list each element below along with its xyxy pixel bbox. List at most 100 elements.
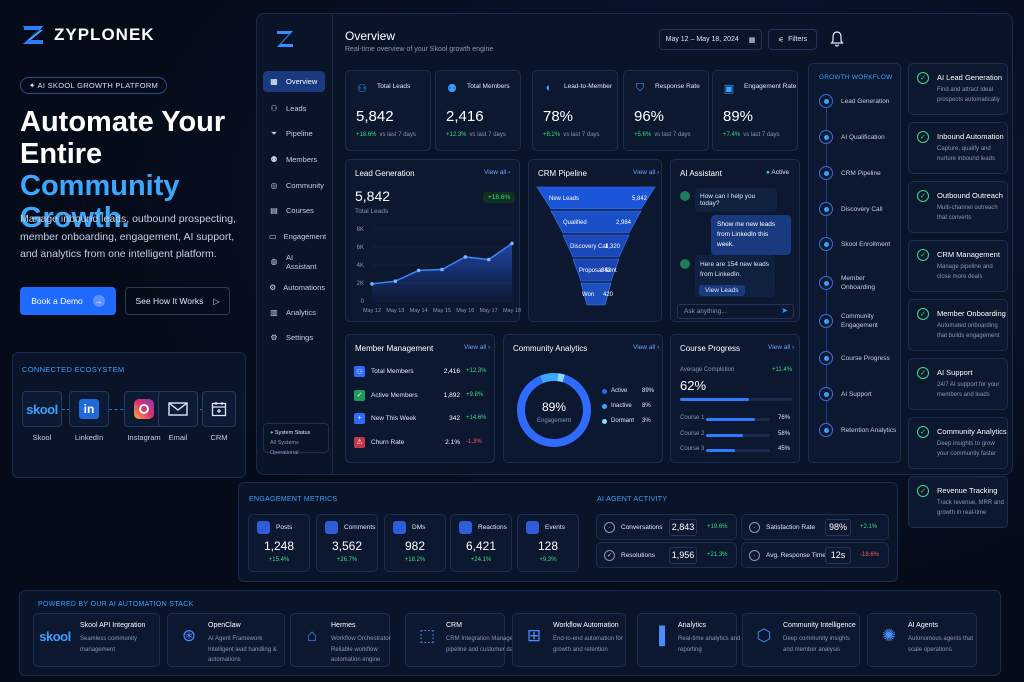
see-how-label: See How It Works — [135, 296, 204, 306]
member-row[interactable]: ⚠ Churn Rate 2.1% -1.3% — [354, 435, 488, 451]
stack-item[interactable]: ⊞ Workflow Automation End-to-end automatio… — [512, 613, 626, 667]
donut-slice[interactable] — [557, 373, 565, 383]
sidebar-item-label: Courses — [286, 206, 314, 215]
feature-card[interactable]: ✓ Revenue Tracking Track revenue, MRR and … — [908, 476, 1008, 528]
ecosystem-crm[interactable]: CRM — [202, 391, 242, 442]
funnel-stage-value: 1,320 — [605, 244, 621, 250]
member-management-card: Member Management View all › ⚇ Total Memb… — [345, 334, 495, 463]
course-view-all[interactable]: View all › — [768, 344, 795, 351]
sidebar-item-members[interactable]: ⚉ Members — [263, 149, 325, 170]
funnel-stage[interactable] — [580, 282, 612, 306]
ai-agents-icon: ✺ — [881, 626, 897, 645]
assistant-input[interactable]: Ask anything... ➤ — [677, 304, 794, 319]
stack-desc: Deep community insights and member analy… — [783, 636, 851, 653]
feature-card[interactable]: ✓ Inbound Automation Capture, qualify and … — [908, 122, 1008, 174]
workflow-step[interactable]: AI Support — [819, 387, 899, 401]
funnel-stage[interactable] — [572, 258, 620, 282]
pipeline-view-all[interactable]: View all › — [633, 169, 660, 176]
sidebar-item-settings[interactable]: ⚙ Settings — [263, 327, 325, 348]
lead-gen-view-all[interactable]: View all › — [484, 169, 511, 176]
member-row[interactable]: ✓ Active Members 1,892 +9.8% — [354, 388, 488, 404]
course-row[interactable]: Course 2 58% — [680, 431, 792, 441]
workflow-step-icon — [819, 94, 833, 108]
kpi-delta: +18.6% — [356, 132, 377, 138]
send-icon[interactable]: ➤ — [781, 306, 788, 315]
legend-swatch — [602, 404, 607, 409]
engagement-delta: +24.1% — [470, 557, 492, 563]
workflow-step[interactable]: Retention Analytics — [819, 423, 899, 437]
feature-card[interactable]: ✓ AI Support 24/7 AI support for your memb… — [908, 358, 1008, 410]
sidebar-logo-icon[interactable] — [274, 28, 296, 50]
kpi-value: 78% — [543, 108, 574, 125]
workflow-step-icon — [819, 351, 833, 365]
feature-card[interactable]: ✓ Outbound Outreach Multi-channel outreach… — [908, 181, 1008, 233]
bell-icon[interactable] — [830, 31, 844, 47]
funnel-stage[interactable] — [562, 234, 630, 258]
feature-card[interactable]: ✓ Member Onboarding Automated onboarding t… — [908, 299, 1008, 351]
ecosystem-skool[interactable]: skool Skool — [22, 391, 62, 442]
x-tick-label: May 17 — [480, 308, 498, 314]
y-tick-label: 0 — [361, 299, 365, 305]
stack-title-text: OpenClaw — [208, 622, 241, 629]
workflow-step[interactable]: Community Engagement — [819, 312, 899, 330]
community-view-all[interactable]: View all › — [633, 344, 660, 351]
stack-item[interactable]: ⊛ OpenClaw AI Agent Framework Intelligent … — [167, 613, 285, 667]
sidebar-item-engagement[interactable]: ▭ Engagement — [263, 226, 326, 247]
book-demo-button[interactable]: Book a Demo → — [20, 287, 116, 315]
stack-item[interactable]: ⬡ Community Intelligence Deep community in… — [742, 613, 860, 667]
feature-title: CRM Management — [937, 250, 1000, 259]
user-message: Show me new leads from LinkedIn this wee… — [711, 215, 791, 255]
ecosystem-linkedin[interactable]: in LinkedIn — [69, 391, 109, 442]
posts-icon — [257, 521, 270, 534]
view-leads-button[interactable]: View Leads — [699, 285, 745, 296]
workflow-step[interactable]: Skool Enrollment — [819, 237, 899, 251]
workflow-step[interactable]: AI Qualification — [819, 130, 899, 144]
stack-item[interactable]: ⬚ CRM CRM Integration Manage pipeline and … — [405, 613, 518, 667]
workflow-step[interactable]: Discovery Call — [819, 202, 899, 216]
pipeline-funnel: New Leads 5,842 Qualified 2,984 Discovery Ca… — [536, 186, 656, 306]
member-mgmt-view-all[interactable]: View all › — [464, 344, 491, 351]
feature-card[interactable]: ✓ AI Lead Generation Find and attract idea… — [908, 63, 1008, 115]
feature-card[interactable]: ✓ Community Analytics Deep insights to gro… — [908, 417, 1008, 469]
see-how-button[interactable]: See How It Works ▷ — [125, 287, 230, 315]
workflow-step[interactable]: Lead Generation — [819, 94, 899, 108]
feature-card[interactable]: ✓ CRM Management Manage pipeline and close… — [908, 240, 1008, 292]
engagement-value: 6,421 — [465, 539, 497, 553]
sidebar-item-ai-assistant[interactable]: ◍ AI Assistant — [263, 251, 325, 272]
course-progress-bar — [706, 418, 755, 421]
donut-slice[interactable] — [539, 373, 559, 384]
filters-button[interactable]: ⚟ Filters — [768, 29, 817, 50]
workflow-step[interactable]: Member Onboarding — [819, 274, 899, 292]
sidebar-item-automations[interactable]: ⚙ Automations — [263, 277, 325, 298]
sidebar-item-community[interactable]: ◎ Community — [263, 175, 325, 196]
pipeline-title: CRM Pipeline — [538, 169, 587, 178]
funnel-stage[interactable] — [550, 210, 642, 234]
member-row[interactable]: + New This Week 342 +14.6% — [354, 411, 488, 427]
member-row[interactable]: ⚇ Total Members 2,416 +12.3% — [354, 364, 488, 380]
assistant-title: AI Assistant — [680, 169, 722, 178]
check-circle-icon: ✓ — [917, 190, 929, 202]
workflow-step[interactable]: Course Progress — [819, 351, 899, 365]
stack-item[interactable]: ✺ AI Agents Autonomous agents that scale o… — [867, 613, 977, 667]
sidebar-item-leads[interactable]: ⚇ Leads — [263, 98, 325, 119]
workflow-step[interactable]: CRM Pipeline — [819, 166, 899, 180]
stack-item[interactable]: ⌂ Hermes Workflow Orchestrator Reliable wo… — [290, 613, 391, 667]
funnel-stage[interactable] — [536, 186, 656, 210]
stack-item[interactable]: skool Skool API Integration Seamless commu… — [33, 613, 160, 667]
course-row[interactable]: Course 3 45% — [680, 446, 792, 456]
funnel-stage-value: 5,842 — [632, 196, 648, 202]
date-range-picker[interactable]: May 12 – May 18, 2024 ▦ — [659, 29, 762, 50]
ecosystem-instagram[interactable]: Instagram — [124, 391, 164, 442]
ecosystem-email[interactable]: Email — [158, 391, 198, 442]
sidebar-item-overview[interactable]: ▦ Overview — [263, 71, 325, 92]
course-row[interactable]: Course 1 76% — [680, 415, 792, 425]
sidebar-item-pipeline[interactable]: ⏷ Pipeline — [263, 123, 325, 144]
analytics-icon: ▐ — [652, 626, 666, 645]
brand-logo[interactable]: ZYPLONEK — [20, 22, 155, 48]
stack-item[interactable]: ▐ Analytics Real-time analytics and report… — [637, 613, 740, 667]
sidebar-item-courses[interactable]: ▤ Courses — [263, 200, 325, 221]
sidebar-item-analytics[interactable]: ▥ Analytics — [263, 302, 325, 323]
engagement-label: Posts — [276, 524, 293, 531]
feature-title: Community Analytics — [937, 427, 1007, 436]
donut-slice[interactable] — [517, 374, 591, 447]
